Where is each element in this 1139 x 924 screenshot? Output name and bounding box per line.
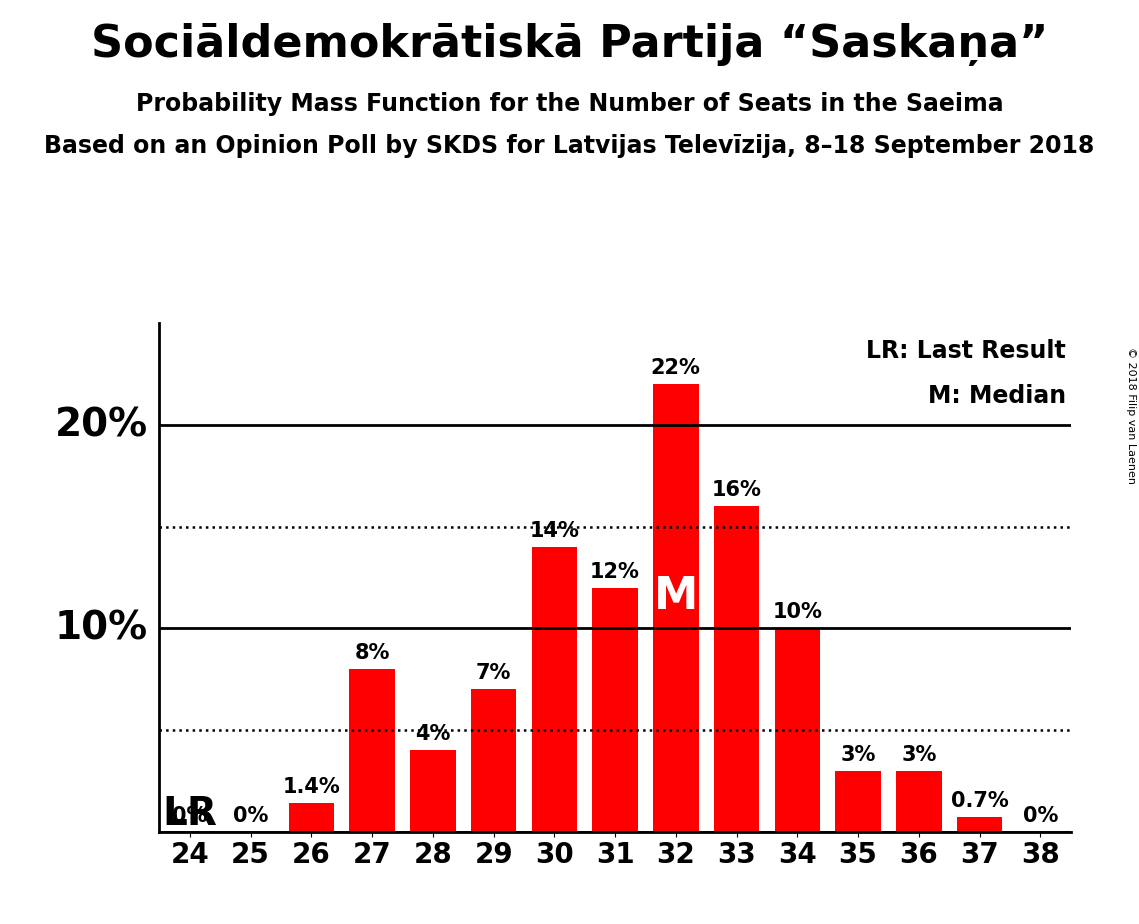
Text: 22%: 22% <box>650 359 700 378</box>
Text: LR: LR <box>163 795 218 833</box>
Text: M: M <box>654 575 698 618</box>
Text: Based on an Opinion Poll by SKDS for Latvijas Televīzija, 8–18 September 2018: Based on an Opinion Poll by SKDS for Lat… <box>44 134 1095 158</box>
Bar <box>896 771 942 832</box>
Text: 3%: 3% <box>901 745 936 764</box>
Bar <box>410 750 456 832</box>
Text: 0.7%: 0.7% <box>951 791 1008 811</box>
Bar <box>714 506 760 832</box>
Text: Probability Mass Function for the Number of Seats in the Saeima: Probability Mass Function for the Number… <box>136 92 1003 116</box>
Text: 20%: 20% <box>55 406 148 444</box>
Bar <box>470 689 516 832</box>
Bar <box>957 818 1002 832</box>
Bar <box>592 588 638 832</box>
Text: Sociāldemokrātiskā Partija “Saskaņa”: Sociāldemokrātiskā Partija “Saskaņa” <box>91 23 1048 67</box>
Text: 4%: 4% <box>415 724 451 744</box>
Text: © 2018 Filip van Laenen: © 2018 Filip van Laenen <box>1126 347 1136 484</box>
Text: 8%: 8% <box>354 643 390 663</box>
Text: 1.4%: 1.4% <box>282 777 341 797</box>
Bar <box>835 771 880 832</box>
Text: 10%: 10% <box>55 609 148 648</box>
Bar <box>532 547 577 832</box>
Text: 14%: 14% <box>530 521 580 541</box>
Text: 7%: 7% <box>476 663 511 683</box>
Text: LR: Last Result: LR: Last Result <box>867 338 1066 362</box>
Text: 10%: 10% <box>772 602 822 622</box>
Text: 0%: 0% <box>1023 806 1058 825</box>
Text: 3%: 3% <box>841 745 876 764</box>
Text: M: Median: M: Median <box>928 384 1066 408</box>
Text: 12%: 12% <box>590 562 640 581</box>
Bar <box>350 669 395 832</box>
Bar <box>653 384 698 832</box>
Bar <box>775 628 820 832</box>
Text: 0%: 0% <box>232 806 269 825</box>
Bar <box>288 803 334 832</box>
Text: 16%: 16% <box>712 480 762 500</box>
Text: 0%: 0% <box>172 806 207 825</box>
